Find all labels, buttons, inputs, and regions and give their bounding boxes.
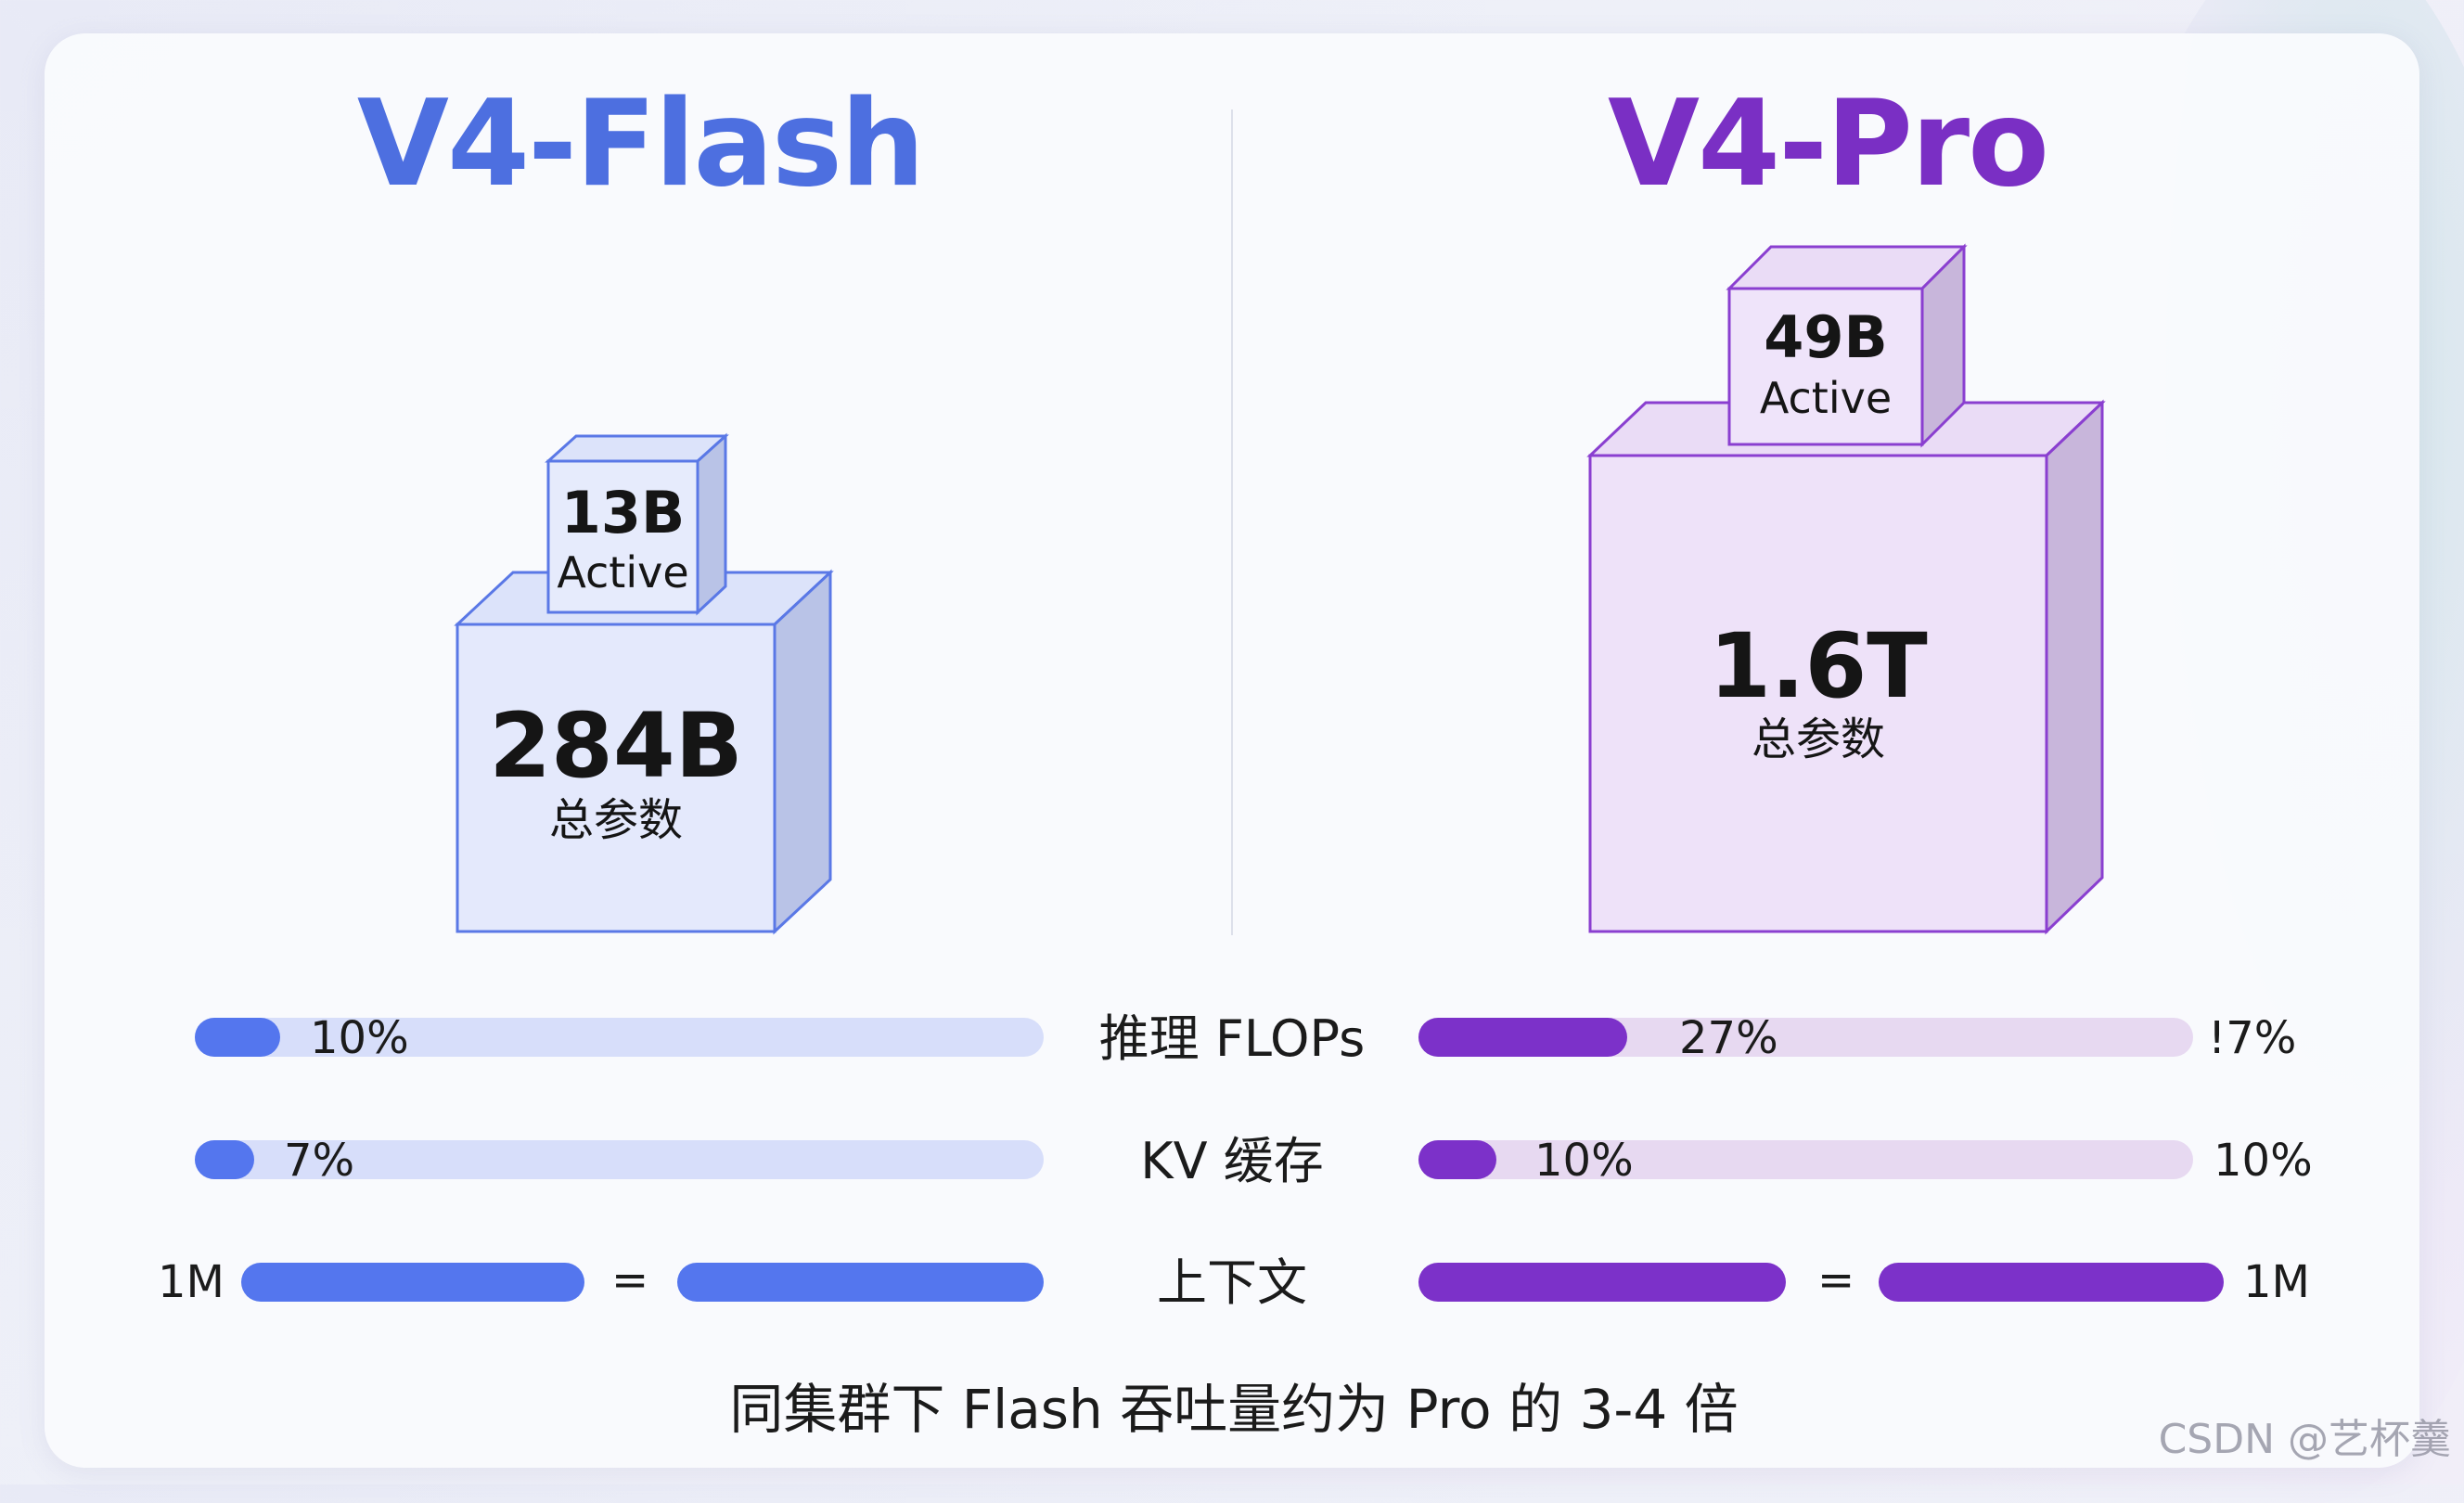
- pro-total-value: 1.6T: [1709, 614, 1928, 718]
- flash-kv-fill: [195, 1140, 254, 1179]
- pro-total-label: 总参数: [1751, 713, 1885, 765]
- watermark: CSDN @艺杯羹: [2158, 1416, 2451, 1463]
- pro-context-equals: =: [1817, 1254, 1855, 1306]
- flash-kv-value: 7%: [284, 1135, 355, 1187]
- pro-context-bar-right: [1879, 1263, 2224, 1302]
- metric-label-context: 上下文: [1157, 1253, 1307, 1312]
- pro-flops-value: 27%: [1679, 1012, 1778, 1064]
- flash-title: V4-Flash: [356, 75, 925, 213]
- pro-context-bar-left: [1418, 1263, 1786, 1302]
- column-divider: [1231, 109, 1233, 935]
- flash-context-value: 1M: [158, 1256, 225, 1308]
- flash-context-bar-right: [677, 1263, 1044, 1302]
- pro-active-value: 49B: [1764, 303, 1888, 371]
- flash-total-label: 总参数: [548, 794, 683, 846]
- flash-active-label: Active: [557, 547, 689, 597]
- pro-kv-right-value: 10%: [2214, 1135, 2313, 1187]
- flash-context-bar-left: [241, 1263, 584, 1302]
- flash-flops-track: [195, 1018, 1044, 1057]
- pro-kv-fill: [1418, 1140, 1496, 1179]
- pro-active-cube: [1726, 243, 1968, 448]
- pro-kv-track: [1418, 1140, 2193, 1179]
- flash-total-value: 284B: [489, 694, 743, 798]
- metric-label-flops: 推理 FLOPs: [1098, 1009, 1366, 1068]
- pro-kv-value: 10%: [1534, 1135, 1634, 1187]
- flash-flops-value: 10%: [310, 1012, 409, 1064]
- metric-label-kv-cache: KV 缓存: [1140, 1132, 1324, 1190]
- footer-note: 同集群下 Flash 吞吐量约为 Pro 的 3-4 倍: [729, 1378, 1739, 1441]
- pro-active-label: Active: [1759, 373, 1893, 423]
- pro-flops-fill: [1418, 1018, 1627, 1057]
- flash-kv-track: [195, 1140, 1044, 1179]
- pro-total-cube: [1586, 399, 2106, 935]
- flash-active-value: 13B: [560, 479, 686, 546]
- pro-title: V4-Pro: [1607, 75, 2049, 213]
- pro-flops-right-value: !7%: [2208, 1012, 2297, 1064]
- pro-context-value: 1M: [2243, 1256, 2310, 1308]
- flash-flops-fill: [195, 1018, 280, 1057]
- flash-context-equals: =: [611, 1254, 649, 1306]
- flash-active-cube: [545, 432, 729, 616]
